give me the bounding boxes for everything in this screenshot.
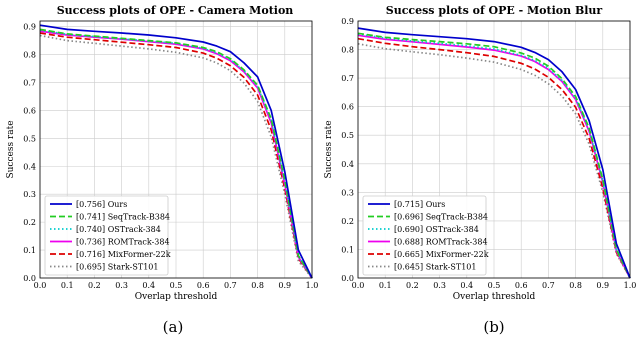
legend: [0.756] Ours [0.741] SeqTrack-B384 [0.740]… bbox=[44, 195, 171, 276]
legend-entry: [0.716] MixFormer-22k bbox=[76, 250, 171, 259]
x-tick-label: 0.0 bbox=[352, 281, 365, 290]
x-axis-label: Overlap threshold bbox=[135, 292, 218, 302]
legend-entry: [0.715] Ours bbox=[394, 200, 445, 209]
legend-entry: [0.741] SeqTrack-B384 bbox=[76, 213, 170, 222]
x-tick-label: 0.3 bbox=[433, 281, 446, 290]
legend: [0.715] Ours [0.696] SeqTrack-B384 [0.690]… bbox=[362, 195, 489, 276]
legend-entry: [0.690] OSTrack-384 bbox=[394, 225, 479, 234]
subfigure-caption: (b) bbox=[483, 318, 504, 336]
x-tick-label: 0.8 bbox=[251, 281, 264, 290]
series-line-ours bbox=[39, 24, 313, 279]
legend-entry: [0.736] ROMTrack-384 bbox=[76, 238, 170, 247]
x-tick-label: 0.2 bbox=[88, 281, 101, 290]
x-axis-label: Overlap threshold bbox=[453, 292, 536, 302]
series-line-stark-st101 bbox=[39, 34, 313, 279]
legend-entry: [0.688] ROMTrack-384 bbox=[394, 238, 488, 247]
y-axis-label: Success rate bbox=[6, 120, 16, 178]
x-tick-label: 0.1 bbox=[61, 281, 74, 290]
y-tick-label: 0.9 bbox=[23, 23, 36, 32]
x-tick-label: 0.6 bbox=[515, 281, 528, 290]
y-tick-label: 0.2 bbox=[341, 217, 354, 226]
y-tick-label: 0.3 bbox=[23, 190, 36, 199]
subfigure-caption: (a) bbox=[163, 318, 184, 336]
x-tick-label: 1.0 bbox=[624, 281, 637, 290]
x-tick-label: 0.5 bbox=[170, 281, 183, 290]
x-tick-label: 0.4 bbox=[460, 281, 473, 290]
x-tick-label: 0.4 bbox=[142, 281, 155, 290]
legend-entry: [0.645] Stark-ST101 bbox=[394, 263, 476, 272]
series-line-mixformer-22k bbox=[357, 37, 631, 279]
legend-entry: [0.756] Ours bbox=[76, 200, 127, 209]
series-lines bbox=[39, 24, 313, 279]
series-line-stark-st101 bbox=[357, 42, 631, 279]
y-tick-label: 0.7 bbox=[23, 78, 36, 87]
chart-title: Success plots of OPE - Camera Motion bbox=[57, 4, 294, 17]
y-tick-label: 0.8 bbox=[341, 46, 354, 55]
plot-frame bbox=[357, 20, 631, 279]
y-tick-label: 0.0 bbox=[341, 274, 354, 283]
x-tick-label: 0.3 bbox=[115, 281, 128, 290]
y-tick-label: 0.2 bbox=[23, 218, 36, 227]
x-tick-label: 0.2 bbox=[406, 281, 419, 290]
y-tick-label: 0.3 bbox=[341, 188, 354, 197]
y-tick-label: 0.6 bbox=[341, 103, 354, 112]
x-tick-label: 0.9 bbox=[596, 281, 609, 290]
y-tick-label: 0.9 bbox=[341, 17, 354, 26]
y-tick-label: 0.0 bbox=[23, 274, 36, 283]
y-tick-label: 0.4 bbox=[23, 162, 36, 171]
series-line-seqtrack-b384 bbox=[39, 28, 313, 279]
x-tick-label: 0.8 bbox=[569, 281, 582, 290]
x-tick-label: 0.7 bbox=[542, 281, 555, 290]
series-lines bbox=[357, 27, 631, 279]
series-line-ours bbox=[357, 27, 631, 279]
x-tick-label: 1.0 bbox=[306, 281, 319, 290]
chart-motion-blur: Success plots of OPE - Motion Blur 0.0 0.… bbox=[324, 4, 636, 336]
x-tick-label: 0.9 bbox=[278, 281, 291, 290]
y-tick-label: 0.8 bbox=[23, 51, 36, 60]
legend-entry: [0.696] SeqTrack-B384 bbox=[394, 213, 488, 222]
legend-entry: [0.665] MixFormer-22k bbox=[394, 250, 489, 259]
plot-frame bbox=[39, 20, 313, 279]
x-tick-label: 0.0 bbox=[34, 281, 47, 290]
x-tick-label: 0.5 bbox=[488, 281, 501, 290]
y-axis-label: Success rate bbox=[324, 120, 334, 178]
y-tick-label: 0.7 bbox=[341, 74, 354, 83]
legend-entry: [0.740] OSTrack-384 bbox=[76, 225, 161, 234]
y-tick-label: 0.6 bbox=[23, 106, 36, 115]
x-tick-label: 0.6 bbox=[197, 281, 210, 290]
chart-camera-motion: Success plots of OPE - Camera Motion 0.0… bbox=[6, 4, 318, 336]
legend-entry: [0.695] Stark-ST101 bbox=[76, 263, 158, 272]
tick-labels: 0.0 0.1 0.2 0.3 0.4 0.5 0.6 0.7 0.8 0.9 1.0 0.0 0.1 0… bbox=[23, 23, 318, 290]
tick-labels: 0.0 0.1 0.2 0.3 0.4 0.5 0.6 0.7 0.8 0.9 1.0 0.0 0.1 0… bbox=[341, 17, 636, 290]
series-line-mixformer-22k bbox=[39, 32, 313, 279]
y-tick-label: 0.1 bbox=[341, 245, 354, 254]
chart-title: Success plots of OPE - Motion Blur bbox=[386, 4, 603, 17]
y-tick-label: 0.1 bbox=[23, 246, 36, 255]
x-tick-label: 0.1 bbox=[379, 281, 392, 290]
x-tick-label: 0.7 bbox=[224, 281, 237, 290]
legend-box bbox=[44, 195, 169, 276]
series-line-seqtrack-b384 bbox=[357, 32, 631, 279]
y-tick-label: 0.4 bbox=[341, 160, 354, 169]
legend-box bbox=[362, 195, 487, 276]
y-tick-label: 0.5 bbox=[23, 134, 36, 143]
y-tick-label: 0.5 bbox=[341, 131, 354, 140]
